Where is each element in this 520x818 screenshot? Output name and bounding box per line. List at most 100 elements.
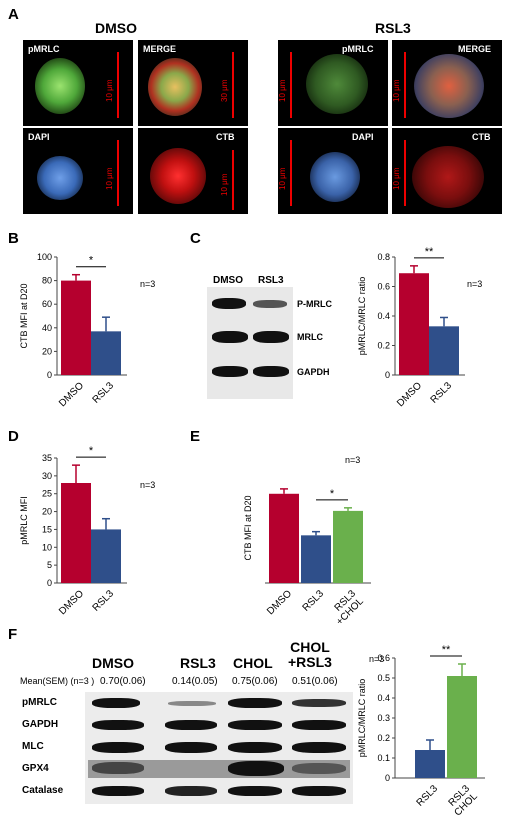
blot-f-lane: CHOL [233,655,273,671]
y-tick-label: 80 [42,276,52,286]
significance-marker: * [89,445,94,457]
y-tick-label: 0 [385,773,390,783]
blot-c-lane-dmso: DMSO [213,275,243,286]
y-tick-label: 30 [42,471,52,481]
blot-f-lane: DMSO [92,655,134,671]
y-tick-label: 60 [42,299,52,309]
x-tick-label: RSL3 [415,783,441,809]
chart-d: 0 5 10 15 20 25 30 35 pMRLC MFI DMSO RSL3 * n=3 [19,445,155,617]
panel-label-f: F [8,626,18,643]
x-tick-label: DMSO [265,588,294,617]
bar-dmso [61,280,91,375]
y-axis-label: pMRLC/MRLC ratio [357,277,367,356]
x-tick-label: DMSO [57,380,86,409]
chart-b: 0 20 40 60 80 100 CTB MFI at D20 DMSO RSL3 * n=3 [19,252,155,409]
micrograph-dmso-pmrlc: pMRLC 10 μm [23,40,133,126]
micrograph-rsl3-pmrlc: pMRLC 10 μm [278,40,388,126]
n-annotation: n=3 [140,279,155,289]
scale-bar-label: 10 μm [392,167,401,190]
y-tick-label: 0 [385,370,390,380]
tag-merge: MERGE [143,44,177,54]
bar-rsl3 [91,331,121,375]
scale-bar [117,52,119,118]
micrograph-dmso-merge: MERGE 30 μm [138,40,248,126]
tag-ctb: CTB [216,132,235,142]
x-tick-label: RSL3 [301,588,327,614]
blot-band [212,331,248,343]
mean-value: 0.14(0.05) [172,676,218,687]
n-annotation: n=3 [467,279,482,289]
blot-f-row-label: GPX4 [22,763,49,774]
scale-bar-label: 10 μm [105,79,114,102]
blot-band [228,698,282,708]
scale-bar [404,52,406,118]
blot-f-lane: CHOL +RSL3 [288,639,332,670]
tag-dapi: DAPI [28,132,50,142]
y-tick-label: 20 [42,346,52,356]
chart-f: 0 0.1 0.2 0.3 0.4 0.5 0.6 pMRLC/MRLC ratio RSL3 R… [357,644,485,818]
y-tick-label: 20 [42,507,52,517]
blot-f-row-label: Catalase [22,785,64,796]
y-axis-label: pMRLC/MRLC ratio [357,679,367,758]
x-tick-label: DMSO [395,380,424,409]
blot-band [168,701,216,706]
mean-value: 0.75(0.06) [232,676,278,687]
blot-c-row-label: MRLC [297,332,323,342]
blot-c-row-label: P-MRLC [297,299,332,309]
y-tick-label: 0.4 [377,311,390,321]
y-tick-label: 0.8 [377,252,390,262]
x-tick-label-line: DMSO [395,380,424,409]
micrograph-dmso-ctb: CTB 10 μm [138,128,248,214]
blot-f-lane: RSL3 [180,655,216,671]
bar-rsl3 [301,535,331,583]
y-tick-label: 5 [47,560,52,570]
chart-c: 0 0.2 0.4 0.6 0.8 pMRLC/MRLC ratio DMSO RSL3 ** n… [357,246,482,409]
x-tick-label-line: RSL3 [91,588,117,614]
blot-band [92,762,144,774]
blot-f-row-label: MLC [22,741,44,752]
n-annotation: n=3 [369,654,384,664]
x-tick-label-line: DMSO [265,588,294,617]
x-tick-label-line: RSL3 [415,783,441,809]
tag-pmrlc: pMRLC [28,44,60,54]
panel-label-a: A [8,6,19,23]
bar-dmso [269,493,299,583]
micrograph-dmso-dapi: DAPI 10 μm [23,128,133,214]
blot-band [92,720,144,730]
blot-c-row-label: GAPDH [297,367,330,377]
blot-band [292,786,346,796]
blot-band [212,298,246,309]
x-tick-label: DMSO [57,588,86,617]
x-tick-label-line: DMSO [57,380,86,409]
blot-f-row-label: pMRLC [22,697,57,708]
y-tick-label: 0.1 [377,753,390,763]
bar-dmso [61,483,91,583]
scale-bar-label: 10 μm [392,79,401,102]
panel-label-e: E [190,428,201,445]
tag-pmrlc: pMRLC [342,44,374,54]
x-tick-label-line: RSL3 [301,588,327,614]
scale-bar-label: 10 μm [220,173,229,196]
x-tick-label: RSL3CHOL [445,783,481,818]
significance-marker: ** [442,644,451,656]
bar-rsl3-+chol [333,510,363,583]
blot-band [228,742,282,753]
scale-bar [404,140,406,206]
scale-bar-label: 30 μm [220,79,229,102]
blot-band [165,720,217,730]
y-tick-label: 0.2 [377,733,390,743]
y-tick-label: 10 [42,542,52,552]
rsl3-title: RSL3 [375,20,411,36]
blot-band [92,698,140,708]
y-tick-label: 35 [42,453,52,463]
blot-band [92,742,144,753]
y-tick-label: 0.2 [377,341,390,351]
y-tick-label: 0.4 [377,693,390,703]
bar-rsl3 [429,326,459,375]
y-tick-label: 100 [37,252,52,262]
scale-bar-label: 10 μm [105,167,114,190]
scale-bar [232,52,234,118]
chart-e: CTB MFI at D20 DMSO RSL3 RSL3+CHOL * n=3 [243,455,371,623]
micrograph-rsl3-merge: MERGE 10 μm [392,40,502,126]
y-axis-label: pMRLC MFI [19,496,29,545]
